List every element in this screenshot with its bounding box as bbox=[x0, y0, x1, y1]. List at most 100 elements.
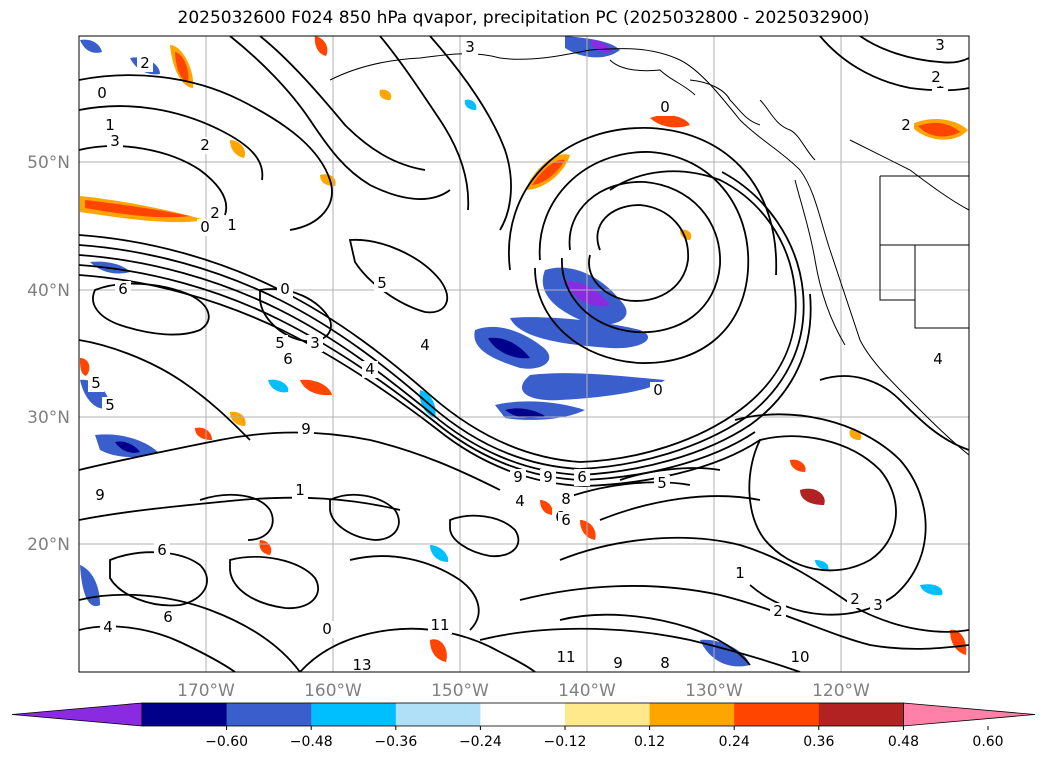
colorbar-tick-label: −0.24 bbox=[459, 734, 502, 750]
contour-label-background bbox=[788, 649, 812, 666]
contour-label: 9 bbox=[613, 654, 623, 672]
contour-label-background bbox=[558, 512, 574, 529]
precip-positive-patches bbox=[80, 36, 968, 662]
contour-label: 1 bbox=[735, 564, 745, 582]
contour-label: 8 bbox=[561, 490, 571, 508]
contour-label: 6 bbox=[157, 541, 167, 559]
contour-label: 5 bbox=[377, 274, 387, 292]
contour-label: 6 bbox=[561, 511, 571, 529]
contour-label-background bbox=[574, 469, 590, 486]
contour-label-background bbox=[657, 99, 673, 116]
contour-label-background bbox=[374, 275, 390, 292]
contour-label-background bbox=[870, 597, 886, 614]
contour-label: 4 bbox=[365, 360, 375, 378]
contour-label: 0 bbox=[660, 98, 670, 116]
contour-label: 3 bbox=[110, 132, 120, 150]
contour-label: 3 bbox=[465, 38, 475, 56]
contour-label-background bbox=[428, 617, 452, 634]
contour-label-background bbox=[102, 397, 118, 414]
contour-label-background bbox=[847, 591, 863, 608]
contour-label: 4 bbox=[515, 492, 525, 510]
contour-label-background bbox=[207, 205, 223, 222]
colorbar: −0.60 −0.48 −0.36 −0.24 −0.12 0.12 0.24 0.36 0.4… bbox=[11, 702, 1036, 750]
colorbar-tick-label: −0.36 bbox=[374, 734, 417, 750]
contour-label-background bbox=[298, 421, 314, 438]
contour-label-background bbox=[115, 281, 131, 298]
contour-label: 11 bbox=[430, 616, 449, 634]
contour-label: 5 bbox=[275, 334, 285, 352]
contour-label-background bbox=[650, 382, 666, 399]
colorbar-tick-label: 0.48 bbox=[888, 734, 919, 750]
contour-label: 1 bbox=[105, 116, 115, 134]
contour-label: 9 bbox=[513, 468, 523, 486]
contour-label: 1 bbox=[295, 481, 305, 499]
colorbar-segment bbox=[395, 703, 481, 726]
contour-label: 10 bbox=[790, 648, 809, 666]
colorbar-segment bbox=[818, 703, 904, 726]
colorbar-segment bbox=[311, 703, 397, 726]
contour-label-background bbox=[610, 655, 626, 672]
contour-label-background bbox=[137, 55, 153, 72]
contour-label: 2 bbox=[850, 590, 860, 608]
lat-label-20n: 20°N bbox=[27, 535, 70, 555]
contour-label: 0 bbox=[322, 620, 332, 638]
contour-label: 9 bbox=[301, 420, 311, 438]
contour-labels: 3201321201605364054999686450231291611131… bbox=[88, 36, 948, 674]
contour-label-background bbox=[160, 609, 176, 626]
contour-label: 3 bbox=[873, 596, 883, 614]
contour-label-background bbox=[898, 117, 914, 134]
contour-label-background bbox=[272, 335, 288, 352]
contour-label: 2 bbox=[140, 54, 150, 72]
lat-label-50n: 50°N bbox=[27, 153, 70, 173]
colorbar-segment bbox=[226, 703, 312, 726]
contour-label: 2 bbox=[200, 136, 210, 154]
lon-label-140w: 140°W bbox=[558, 681, 616, 701]
lon-label-160w: 160°W bbox=[304, 681, 362, 701]
contour-label-background bbox=[307, 335, 323, 352]
colorbar-segment bbox=[649, 703, 735, 726]
contour-label: 13 bbox=[352, 656, 371, 674]
contour-label-background bbox=[197, 219, 213, 236]
contour-label: 2 bbox=[931, 68, 941, 86]
contour-label: 0 bbox=[97, 84, 107, 102]
contour-label-background bbox=[417, 337, 433, 354]
contour-label-background bbox=[510, 469, 526, 486]
lon-label-130w: 130°W bbox=[685, 681, 743, 701]
map-title: 2025032600 F024 850 hPa qvapor, precipit… bbox=[177, 8, 870, 28]
map-frame bbox=[78, 35, 970, 673]
contour-label: 0 bbox=[653, 381, 663, 399]
contour-label-background bbox=[770, 603, 786, 620]
contour-label: 2 bbox=[773, 602, 783, 620]
colorbar-tick-label: 0.36 bbox=[803, 734, 834, 750]
colorbar-extension-high bbox=[903, 702, 1036, 727]
contour-label: 2 bbox=[210, 204, 220, 222]
contour-label-background bbox=[107, 133, 123, 150]
contour-label: 2 bbox=[901, 116, 911, 134]
contour-label: 5 bbox=[105, 396, 115, 414]
contour-label-background bbox=[277, 281, 293, 298]
contour-label: 8 bbox=[660, 654, 670, 672]
contour-label: 0 bbox=[280, 280, 290, 298]
contour-label-background bbox=[197, 137, 213, 154]
lon-label-150w: 150°W bbox=[431, 681, 489, 701]
map-grid bbox=[79, 36, 969, 672]
contour-label-background bbox=[512, 493, 528, 510]
contour-label-background bbox=[88, 375, 104, 392]
contour-label-background bbox=[930, 351, 946, 368]
contour-label: 11 bbox=[556, 648, 575, 666]
colorbar-frame bbox=[141, 702, 904, 727]
lon-label-170w: 170°W bbox=[177, 681, 235, 701]
contour-label-background bbox=[558, 491, 574, 508]
contour-label-background bbox=[319, 621, 335, 638]
contour-label: 3 bbox=[310, 334, 320, 352]
contour-label-background bbox=[94, 85, 110, 102]
contour-label-background bbox=[654, 475, 670, 492]
contour-label-background bbox=[932, 37, 948, 54]
contour-label: 4 bbox=[933, 350, 943, 368]
contour-label: 4 bbox=[420, 336, 430, 354]
lon-label-120w: 120°W bbox=[812, 681, 870, 701]
contour-label: 5 bbox=[91, 374, 101, 392]
colorbar-tick-label: 0.60 bbox=[972, 734, 1003, 750]
colorbar-segment bbox=[565, 703, 651, 726]
